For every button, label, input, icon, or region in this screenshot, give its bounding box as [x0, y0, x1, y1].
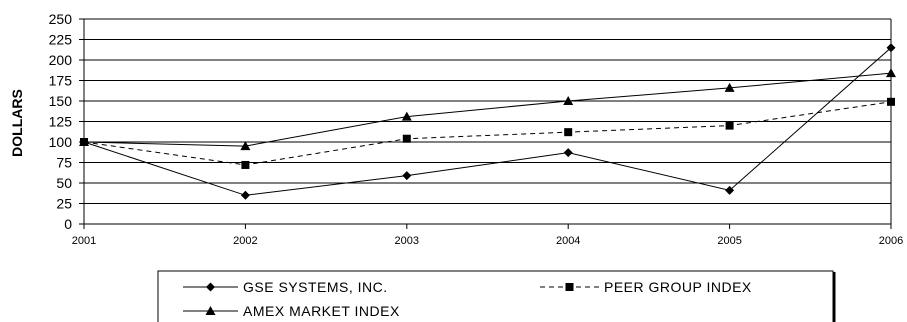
y-tick-label: 225 [49, 32, 73, 48]
legend: GSE SYSTEMS, INC. PEER GROUP INDEX AMEX MA… [157, 270, 836, 322]
data-point-gse-systems-inc [402, 171, 412, 181]
x-tick-label: 2005 [717, 235, 741, 247]
y-tick-label: 75 [56, 155, 72, 171]
y-tick-label: 125 [49, 114, 73, 130]
y-tick-label: 50 [56, 175, 72, 191]
data-point-peer-group-index [241, 160, 250, 169]
data-point-gse-systems-inc [240, 190, 250, 200]
legend-label-gse-systems-inc: GSE SYSTEMS, INC. [243, 279, 388, 295]
legend-marker-gse-systems-inc [206, 282, 215, 292]
legend-marker-peer-group-index [565, 283, 574, 291]
data-point-peer-group-index [402, 134, 411, 143]
y-tick-label: 25 [56, 196, 72, 212]
data-point-amex-market-index [79, 137, 89, 146]
data-point-peer-group-index [564, 128, 573, 137]
data-point-gse-systems-inc [725, 185, 735, 195]
y-tick-label: 100 [49, 134, 73, 150]
data-point-peer-group-index [887, 97, 895, 106]
data-point-gse-systems-inc [886, 43, 896, 53]
legend-label-amex-market-index: AMEX MARKET INDEX [243, 303, 400, 319]
series-line-peer-group-index [83, 101, 892, 166]
x-tick-labels: 2001 2002 2003 2004 2005 2006 [72, 224, 903, 247]
x-tick-label: 2006 [879, 235, 903, 247]
y-tick-label: 150 [49, 93, 73, 109]
data-point-amex-market-index [886, 68, 896, 78]
y-tick-labels: 0 25 50 75 100 125 150 175 200 225 250 [49, 11, 73, 232]
legend-box [157, 270, 834, 322]
y-axis-label: DOLLARS [9, 89, 25, 157]
y-tick-label: 0 [64, 216, 72, 232]
data-point-amex-market-index [401, 111, 412, 121]
x-tick-label: 2004 [556, 235, 580, 247]
legend-label-peer-group-index: PEER GROUP INDEX [604, 279, 752, 295]
series-line-amex-market-index [83, 72, 892, 147]
data-point-peer-group-index [725, 121, 734, 130]
gridlines [79, 18, 892, 225]
y-tick-label: 175 [49, 73, 73, 89]
y-tick-label: 200 [49, 52, 73, 68]
x-tick-label: 2001 [72, 235, 96, 247]
x-tick-label: 2003 [395, 235, 419, 247]
data-point-amex-market-index [563, 96, 574, 105]
series-lines [79, 43, 896, 200]
legend-marker-amex-market-index [205, 306, 216, 315]
data-point-amex-market-index [724, 82, 735, 92]
x-tick-label: 2002 [233, 235, 257, 247]
y-tick-label: 250 [49, 11, 73, 27]
data-point-amex-market-index [240, 141, 251, 151]
data-point-gse-systems-inc [563, 148, 573, 158]
series-line-gse-systems-inc [83, 47, 892, 196]
